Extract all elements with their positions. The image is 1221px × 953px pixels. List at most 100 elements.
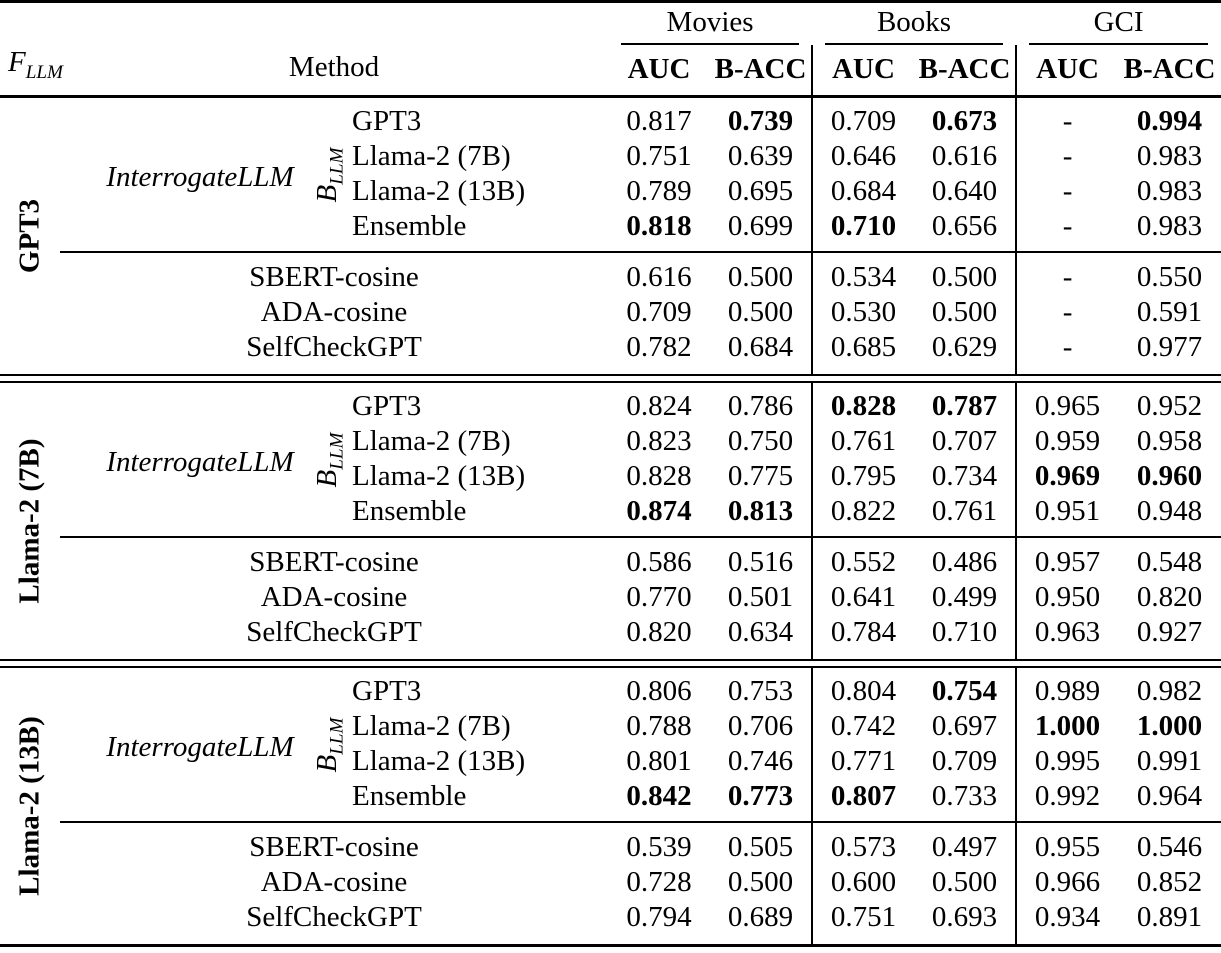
metric-value: 0.828	[608, 459, 710, 494]
metric-value: 0.959	[1015, 424, 1119, 459]
metric-value-text: 0.634	[727, 615, 794, 648]
interrogatellm-label: InterrogateLLM	[106, 445, 294, 478]
metric-value: -	[1015, 174, 1119, 209]
metric-value: -	[1015, 139, 1119, 174]
bllm-subscript: LLM	[326, 432, 348, 470]
metric-value-best: 0.807	[830, 779, 897, 812]
metric-value-text: 0.927	[1136, 615, 1203, 648]
baseline-row: SBERT-cosine 0.539 0.505 0.573 0.497 0.955 0.5…	[0, 821, 1221, 865]
metric-value-text: 0.804	[830, 674, 897, 707]
metric-value-text: 0.782	[626, 330, 692, 363]
metric-value-text: 0.983	[1136, 139, 1203, 172]
metric-value: 0.955	[1015, 821, 1119, 865]
metric-value: 0.497	[914, 821, 1017, 865]
metric-value: 0.784	[811, 615, 915, 660]
metric-value: 0.820	[608, 615, 710, 660]
metric-value: 0.707	[914, 424, 1016, 459]
interrogatellm-row: Llama-2 (7B) 0.751 0.639 0.646 0.616 - 0.983	[0, 139, 1221, 174]
baseline-row: SelfCheckGPT 0.820 0.634 0.784 0.710 0.963 0.9…	[0, 615, 1221, 660]
metric-value: 0.733	[914, 779, 1016, 822]
metric-header-gci-auc: AUC	[1015, 45, 1119, 97]
metric-value: 0.539	[608, 821, 711, 865]
metric-value: 0.751	[608, 139, 710, 174]
metric-value-text: 0.852	[1136, 865, 1203, 898]
metric-value-text: 0.794	[626, 900, 692, 933]
metric-value: 0.788	[608, 709, 710, 744]
metric-value-text: 0.820	[626, 615, 692, 648]
metric-value-text: 0.801	[626, 744, 692, 777]
metric-value: 0.813	[710, 494, 812, 537]
metric-value-text: 0.573	[830, 830, 897, 863]
bllm-subscript: LLM	[326, 147, 348, 185]
table-header: FLLM Method Movies Books GCI AUC B-ACC A…	[0, 2, 1221, 97]
metric-value: 0.550	[1118, 251, 1221, 295]
metric-value: -	[1015, 96, 1119, 139]
metric-value: 0.751	[811, 900, 915, 946]
metric-value-text: 0.891	[1136, 900, 1203, 933]
metric-value: 0.983	[1118, 139, 1221, 174]
metric-value-text: 0.629	[931, 330, 998, 363]
metric-value: 0.499	[914, 580, 1016, 615]
metric-value: 0.600	[811, 865, 915, 900]
metric-value-text: 0.706	[727, 709, 794, 742]
metric-value: 0.965	[1015, 382, 1119, 424]
metric-value-text: 0.955	[1034, 830, 1101, 863]
metric-value: 0.500	[914, 295, 1016, 330]
metric-value-text: 0.709	[626, 295, 692, 328]
metric-value-text: 0.693	[931, 900, 998, 933]
interrogatellm-row: Llama-2 (13B) 0.801 0.746 0.771 0.709 0.995 0.…	[0, 744, 1221, 779]
metric-value: 0.964	[1118, 779, 1221, 822]
metric-value-best: 0.994	[1136, 104, 1203, 137]
metric-value: 0.530	[811, 295, 915, 330]
metric-value-text: 0.646	[830, 139, 897, 172]
metric-value: 0.995	[1015, 744, 1119, 779]
metric-value-text: 0.500	[931, 260, 998, 293]
metric-value: 0.842	[608, 779, 710, 822]
metric-value-text: 0.750	[727, 424, 794, 457]
metric-value-best: 0.818	[626, 209, 692, 242]
metric-value-text: 0.746	[727, 744, 794, 777]
fllm-rotated-label: Llama-2 (13B)	[0, 667, 60, 946]
metric-value: 0.794	[608, 900, 710, 946]
bllm-rotated-text: BLLM	[310, 432, 348, 487]
metric-value-best: 0.773	[727, 779, 794, 812]
metric-value: 0.927	[1118, 615, 1221, 660]
metric-value: 0.852	[1118, 865, 1221, 900]
metric-value-text: 0.789	[626, 174, 692, 207]
metric-value-text: 0.656	[931, 209, 998, 242]
metric-value: 0.750	[710, 424, 812, 459]
metric-value-text: 0.950	[1034, 580, 1101, 613]
metric-value-text: 0.728	[626, 865, 692, 898]
group-label-movies: Movies	[666, 5, 754, 38]
bllm-symbol: B	[310, 469, 343, 487]
metric-value-text: 0.964	[1136, 779, 1203, 812]
metric-value-text: 0.600	[830, 865, 897, 898]
group-label-books: Books	[876, 5, 952, 38]
metric-value: 0.989	[1015, 667, 1119, 709]
section-llama-2-7b: Llama-2 (7B) InterrogateLLM BLLM GPT3 0.824 0…	[0, 382, 1221, 660]
metric-value-best: 0.739	[727, 104, 794, 137]
metric-header-books-bacc: B-ACC	[918, 53, 1011, 86]
metric-value-text: 0.958	[1136, 424, 1203, 457]
metric-value: 0.807	[811, 779, 915, 822]
metric-value-best: 0.874	[626, 494, 692, 527]
metric-value-text: -	[1062, 330, 1073, 363]
metric-value: 0.795	[811, 459, 915, 494]
metric-value-text: 0.500	[727, 295, 794, 328]
fllm-rotated-text: Llama-2 (13B)	[13, 716, 46, 896]
metric-value: 0.787	[914, 382, 1016, 424]
metric-value-text: 0.951	[1034, 494, 1101, 527]
metric-value: 0.546	[1118, 821, 1221, 865]
metric-value: 0.684	[811, 174, 915, 209]
metric-value: 0.699	[710, 209, 812, 252]
metric-header-movies-bacc: B-ACC	[714, 53, 807, 86]
metric-value: 0.673	[914, 97, 1016, 140]
interrogatellm-row: Llama-2 (13B) 0.828 0.775 0.795 0.734 0.969 0.…	[0, 459, 1221, 494]
metric-value-text: 0.497	[931, 830, 998, 863]
baseline-method-label: SelfCheckGPT	[246, 330, 422, 363]
metric-value: 0.754	[914, 667, 1016, 709]
metric-value: 0.573	[811, 821, 915, 865]
metric-value: 0.639	[710, 139, 812, 174]
metric-value: 0.804	[811, 667, 915, 709]
